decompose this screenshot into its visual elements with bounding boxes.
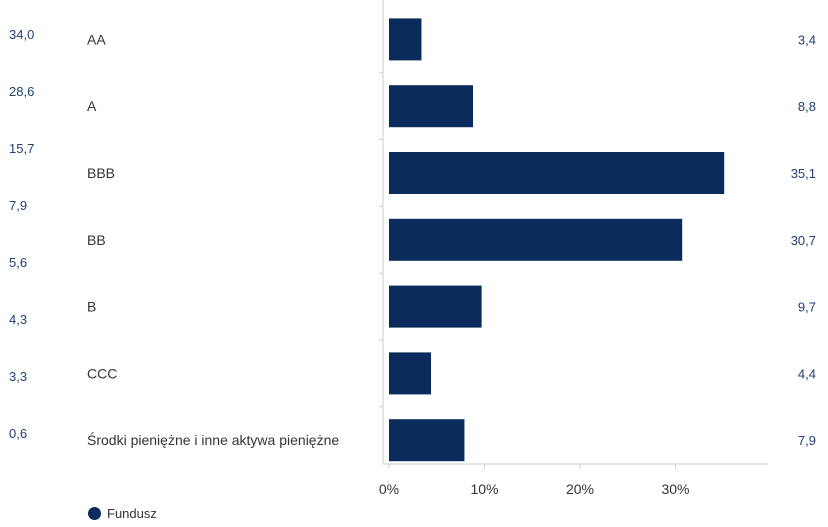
bar-value-label: 9,7 [798,300,816,315]
category-label: CCC [87,365,117,381]
bar [389,352,432,395]
legend: Fundusz [88,505,157,521]
category-label: AA [87,31,106,47]
x-tick-label: 30% [661,481,689,497]
category-label: A [87,98,97,114]
left-value-label: 3,3 [9,369,27,384]
bar [389,85,474,128]
bar [389,152,725,194]
category-label: B [87,299,96,315]
x-tick-label: 0% [379,481,399,497]
x-tick-label: 10% [470,481,498,497]
bar-value-label: 3,4 [798,32,816,47]
legend-marker-icon [88,506,101,520]
left-value-label: 0,6 [9,426,27,441]
left-value-label: 28,6 [9,84,34,99]
left-value-label: 15,7 [9,141,34,156]
category-label: BB [87,232,106,248]
x-tick-label: 20% [566,481,594,497]
bar [389,419,465,462]
bar-value-label: 8,8 [798,99,816,114]
category-label: Środki pieniężne i inne aktywa pieniężne [87,431,339,448]
bar-value-label: 30,7 [791,233,816,248]
bar [389,218,683,261]
left-value-label: 5,6 [9,255,27,270]
left-value-label: 34,0 [9,27,34,42]
bar [389,285,482,328]
bar-value-label: 7,9 [798,433,816,448]
category-label: BBB [87,165,115,181]
bar-value-label: 4,4 [798,366,816,381]
left-value-label: 4,3 [9,312,27,327]
bar [389,18,422,61]
left-value-label: 7,9 [9,198,27,213]
bar-value-label: 35,1 [791,166,816,181]
legend-label: Fundusz [107,505,157,521]
